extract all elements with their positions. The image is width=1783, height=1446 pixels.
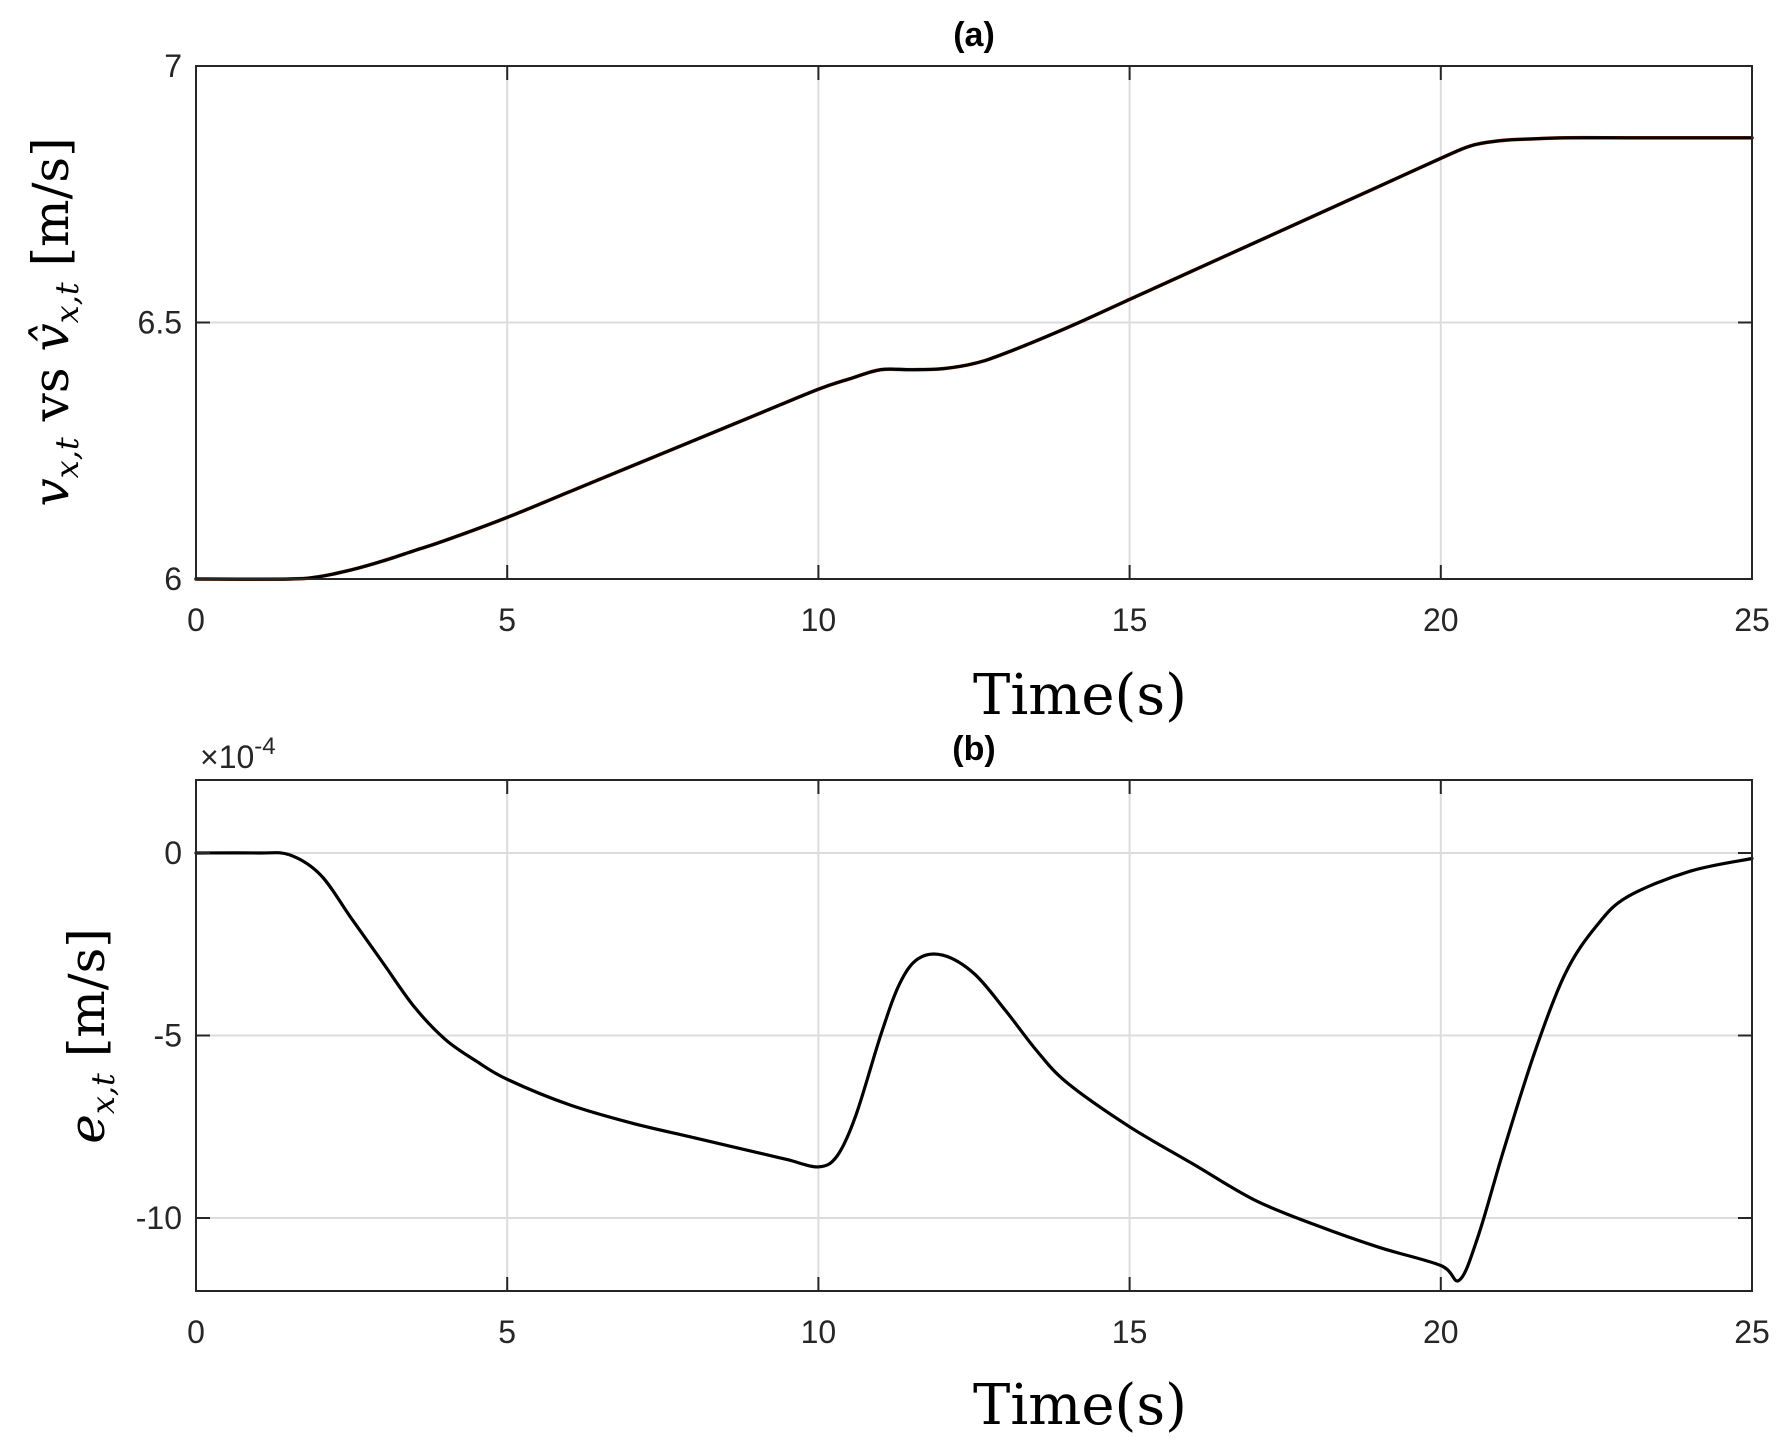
panel-a-xtick-label-3: 15 xyxy=(1112,602,1148,638)
panel-a-ytick-label-2: 7 xyxy=(164,48,182,84)
panel-a-ylabel-var2: v̂ xyxy=(22,323,80,351)
panel-b-exponent-power: -4 xyxy=(254,733,275,760)
panel-b-ylabel-var: e xyxy=(58,1114,116,1144)
panel-a-series-0-line xyxy=(194,136,1754,581)
panel-b-xtick-label-0: 0 xyxy=(187,1314,205,1350)
panel-a-ylabel-unit: [m/s] xyxy=(22,137,80,282)
panel-a-ticks: 0 5 10 15 20 25 6 6.5 7 xyxy=(138,48,1770,638)
panel-b-lines xyxy=(194,851,1754,1283)
panel-a-xtick-label-5: 25 xyxy=(1734,602,1770,638)
panel-a-lines xyxy=(194,135,1754,581)
panel-b-exponent: ×10-4 xyxy=(200,733,276,775)
panel-a-ylabel-var1: v xyxy=(22,478,80,506)
panel-a-ylabel: vx,t vs v̂x,t [m/s] xyxy=(22,137,86,506)
panel-b-xtick-label-5: 25 xyxy=(1734,1314,1770,1350)
panel-b: 0 5 10 15 20 25 -10 -5 0 (b) ×10-4 Time(s) ex,t … xyxy=(58,730,1770,1438)
panel-a-grid xyxy=(196,66,1752,579)
panel-b-exponent-base: ×10 xyxy=(200,739,254,775)
panel-a-ylabel-vs: vs xyxy=(22,352,80,438)
panel-b-ytick-label-2: 0 xyxy=(164,835,182,871)
panel-a-xtick-label-1: 5 xyxy=(498,602,516,638)
panel-b-xtick-label-1: 5 xyxy=(498,1314,516,1350)
panel-b-ylabel-unit: [m/s] xyxy=(58,928,116,1073)
panel-b-title: (b) xyxy=(952,730,995,768)
panel-a-ylabel-sub1: x,t xyxy=(48,437,86,478)
panel-a-xtick-label-2: 10 xyxy=(801,602,837,638)
panel-b-xtick-label-3: 15 xyxy=(1112,1314,1148,1350)
panel-b-ticks: 0 5 10 15 20 25 -10 -5 0 xyxy=(136,780,1770,1350)
panel-a-ylabel-sub2: x,t xyxy=(48,282,86,323)
panel-b-xtick-label-2: 10 xyxy=(801,1314,837,1350)
panel-b-grid xyxy=(196,780,1752,1291)
panel-a-series-1-line xyxy=(194,135,1754,581)
panel-b-ytick-label-1: -5 xyxy=(154,1018,182,1054)
panel-b-series-0-line xyxy=(194,851,1754,1283)
panel-a-xlabel: Time(s) xyxy=(973,663,1187,728)
panel-b-ylabel-sub: x,t xyxy=(84,1073,122,1114)
panel-a-xtick-label-4: 20 xyxy=(1423,602,1459,638)
panel-a-ytick-label-1: 6.5 xyxy=(138,305,182,341)
panel-b-ylabel: ex,t [m/s] xyxy=(58,928,122,1144)
panel-b-xtick-label-4: 20 xyxy=(1423,1314,1459,1350)
panel-a-ytick-label-0: 6 xyxy=(164,561,182,597)
panel-b-ytick-label-0: -10 xyxy=(136,1200,182,1236)
panel-b-xlabel: Time(s) xyxy=(973,1373,1187,1438)
panel-a-xtick-label-0: 0 xyxy=(187,602,205,638)
panel-a-title: (a) xyxy=(953,16,995,54)
